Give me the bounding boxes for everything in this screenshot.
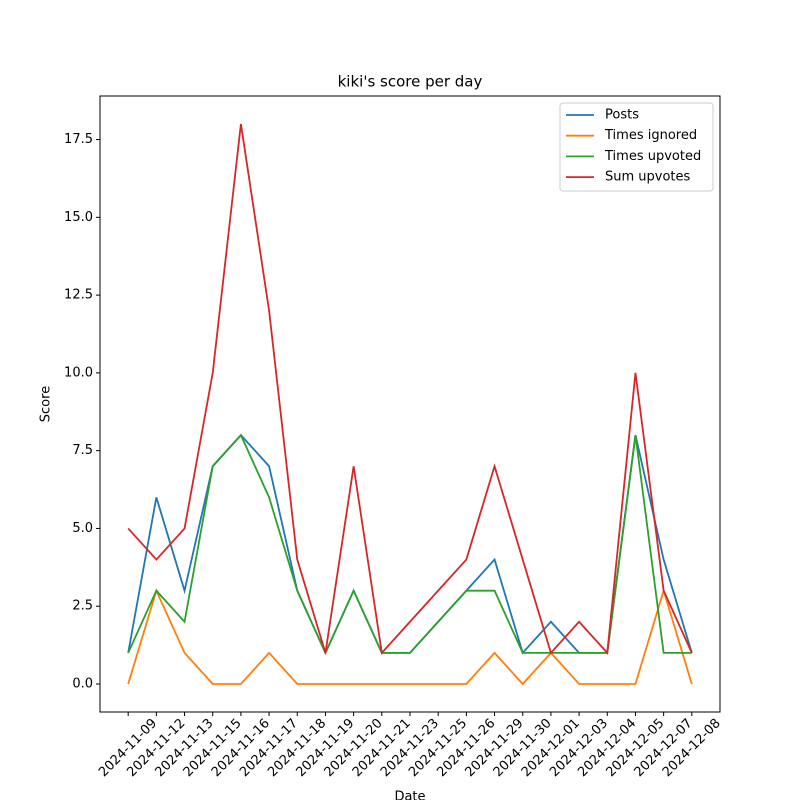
y-tick-label: 10.0 (64, 365, 93, 380)
legend-label: Times upvoted (604, 149, 701, 164)
y-tick-label: 15.0 (64, 210, 93, 225)
y-tick-label: 12.5 (64, 288, 93, 303)
y-tick-label: 2.5 (72, 599, 93, 614)
legend-label: Times ignored (604, 128, 697, 143)
y-axis-label: Score (39, 386, 54, 422)
legend-label: Posts (605, 108, 639, 123)
series-line (127, 433, 692, 656)
y-tick-label: 7.5 (72, 443, 93, 458)
legend-box (559, 102, 714, 192)
x-axis-label: Date (394, 790, 425, 800)
legend-label: Sum upvotes (605, 170, 691, 185)
series-line (127, 587, 693, 686)
y-tick-label: 17.5 (64, 132, 93, 147)
y-tick-label: 0.0 (72, 677, 93, 692)
chart-title: kiki's score per day (338, 73, 483, 91)
series-line (127, 123, 693, 655)
y-tick-label: 5.0 (72, 521, 93, 536)
